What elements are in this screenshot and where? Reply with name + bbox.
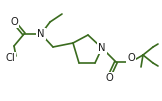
Text: Cl: Cl [5, 53, 15, 63]
Text: N: N [37, 29, 45, 39]
Text: O: O [105, 73, 113, 83]
Text: N: N [98, 43, 106, 53]
Text: O: O [10, 17, 18, 27]
Text: O: O [127, 53, 135, 63]
